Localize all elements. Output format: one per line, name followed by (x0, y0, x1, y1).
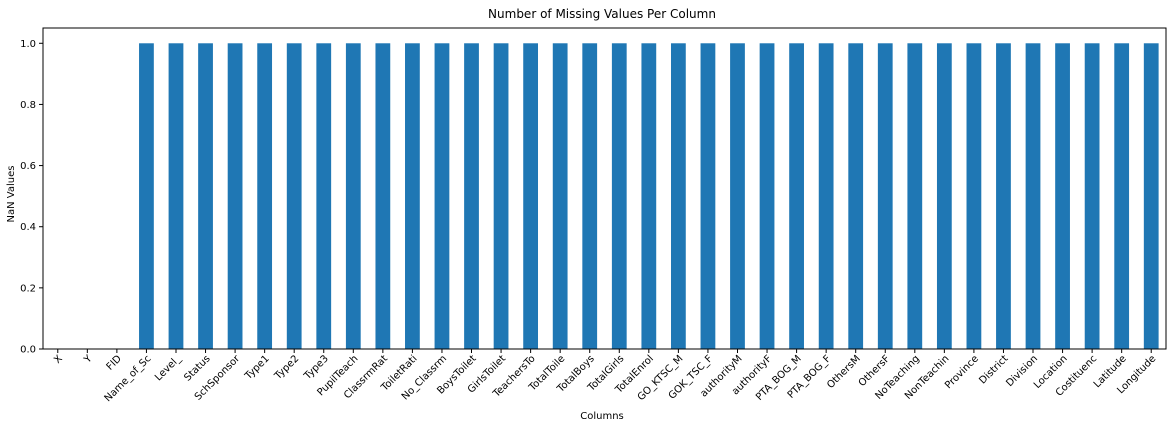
bars (139, 43, 1159, 350)
bar-pta-bog-f (818, 43, 834, 350)
y-tick-label: 0.6 (20, 161, 36, 172)
bar-totaltoile (552, 43, 568, 350)
bar-status (198, 43, 213, 350)
bar-teachersto (523, 43, 539, 350)
bar-boystoilet (464, 43, 479, 350)
chart-title: Number of Missing Values Per Column (488, 7, 716, 21)
bar-longitude (1143, 43, 1159, 350)
bar-level (168, 43, 184, 350)
bar-province (966, 43, 982, 350)
bar-gok-tsc-f (700, 43, 716, 350)
y-tick-label: 1.0 (20, 39, 36, 50)
bar-totalboys (582, 43, 598, 350)
bar-schsponsor (227, 43, 243, 350)
bar-district (996, 43, 1011, 350)
x-tick-label: Type1 (243, 353, 272, 382)
bar-authorityf (759, 43, 775, 350)
bar-pupilteach (345, 43, 361, 350)
plot-frame (42, 27, 1167, 350)
bar-division (1025, 43, 1041, 350)
bar-authoritym (730, 43, 745, 350)
x-tick-label: Y (82, 353, 95, 366)
bar-no-classrm (434, 43, 450, 350)
bar-name-of-sc (139, 43, 154, 350)
bar-costituenc (1084, 43, 1100, 350)
y-tick-label: 0.0 (20, 345, 36, 356)
bar-type1 (257, 43, 273, 350)
x-tick-label: Type2 (272, 353, 301, 382)
bar-classrmrat (375, 43, 391, 350)
bar-toiletrati (405, 43, 420, 350)
bar-location (1055, 43, 1070, 350)
y-axis-title: NaN Values (6, 166, 17, 223)
bar-totalenrol (641, 43, 657, 350)
bar-noteaching (907, 43, 923, 350)
x-tick-label: Level_ (153, 353, 184, 384)
bar-othersm (848, 43, 864, 350)
y-axis: 0.0 0.2 0.4 0.6 0.8 1.0 (20, 39, 43, 356)
bar-nonteachin (936, 43, 952, 350)
bar-totalgirls (611, 43, 627, 350)
x-axis-title: Columns (580, 411, 624, 422)
y-tick-label: 0.8 (20, 100, 36, 111)
bar-latitude (1114, 43, 1130, 350)
bar-othersf (877, 43, 893, 350)
y-tick-label: 0.4 (20, 222, 36, 233)
bar-pta-bog-m (789, 43, 804, 350)
x-tick-label: X (52, 353, 65, 366)
y-tick-label: 0.2 (20, 283, 36, 294)
x-tick-label: FID (105, 353, 125, 373)
bar-go-ktsc-m (670, 43, 686, 350)
bar-type3 (316, 43, 332, 350)
bar-type2 (286, 43, 302, 350)
bar-girlstoilet (493, 43, 509, 350)
